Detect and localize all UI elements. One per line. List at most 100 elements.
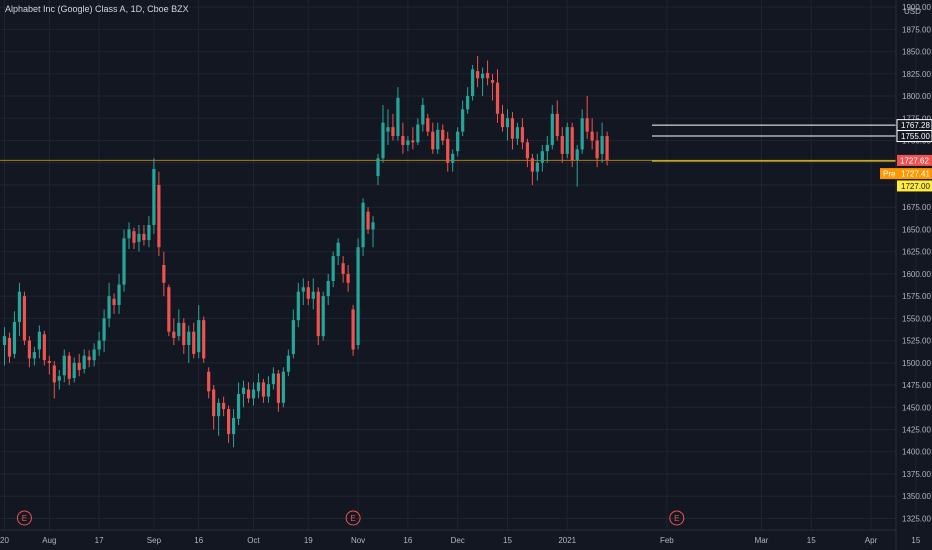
currency-label: USD [904, 7, 921, 16]
candle-body [192, 331, 196, 354]
candle [236, 382, 241, 426]
candle [366, 207, 370, 234]
x-tick-label: Oct [247, 536, 260, 545]
candle-body [296, 291, 300, 321]
candle [231, 409, 236, 448]
candle [515, 122, 520, 145]
earnings-circle [16, 510, 32, 526]
candle-body [490, 80, 495, 83]
candle-body [416, 124, 420, 143]
candle [97, 331, 101, 356]
candle [52, 361, 56, 399]
candle [122, 229, 126, 292]
x-tick-label: 16 [194, 536, 203, 545]
candle-body [217, 402, 221, 417]
candle [172, 318, 176, 346]
candle [17, 282, 22, 337]
candle-body [147, 224, 151, 241]
candle [296, 282, 300, 328]
candle [436, 122, 440, 154]
candle-body [22, 296, 27, 341]
candle-body [82, 355, 86, 370]
candle [446, 131, 450, 172]
candle [102, 309, 106, 353]
candle [456, 127, 460, 157]
candle-body [406, 140, 410, 145]
candle-body [446, 138, 450, 163]
candle-body [42, 334, 46, 361]
x-tick-label: Sep [147, 536, 162, 545]
candle-body [580, 118, 584, 150]
candle [480, 67, 485, 97]
candle-body [67, 355, 71, 379]
pre-market-tag: Pre 1727.41 [880, 168, 932, 180]
candle [386, 109, 390, 145]
earnings-marker[interactable]: E [669, 510, 685, 526]
candle-body [466, 96, 470, 110]
earnings-marker[interactable]: E [16, 510, 32, 526]
candle [117, 273, 121, 314]
y-tick-label: 1575.00 [902, 292, 931, 301]
candle-body [505, 118, 510, 128]
candle-body [431, 131, 435, 150]
candle [476, 56, 480, 88]
time-axis[interactable]: 20 Aug 17 Sep 16 Oct 19 Nov 16 Dec 15 2021 Feb Mar 15 A… [0, 536, 921, 545]
candle [222, 396, 226, 417]
candle [147, 216, 151, 248]
candle-body [500, 113, 505, 128]
candle [590, 118, 594, 150]
candle [2, 327, 7, 366]
y-tick-label: 1500.00 [902, 359, 931, 368]
earnings-label: E [674, 514, 679, 523]
candle [391, 113, 395, 141]
candle-body [480, 73, 485, 79]
candle-body [117, 284, 121, 306]
candle-body [241, 387, 246, 394]
candle [471, 64, 475, 101]
candle [530, 153, 534, 185]
candle [316, 287, 320, 346]
yellow-level-text: 1727.00 [901, 182, 930, 191]
candle [461, 100, 465, 137]
candle-body [535, 162, 539, 172]
candle [600, 122, 604, 163]
x-tick-label: 16 [403, 536, 412, 545]
candle [550, 104, 554, 150]
candle-body [122, 238, 126, 285]
candle-body [485, 72, 490, 79]
candle-body [436, 129, 440, 150]
candle-body [162, 265, 166, 283]
candle [585, 96, 589, 139]
candle [371, 216, 375, 248]
pre-market-value-text: 1727.41 [901, 170, 930, 179]
earnings-marker[interactable]: E [345, 510, 361, 526]
candle-body [172, 331, 176, 338]
y-tick-label: 1375.00 [902, 470, 931, 479]
candle [525, 138, 529, 168]
x-tick-label: Aug [42, 536, 56, 545]
candle-body [37, 331, 41, 350]
candle [575, 144, 579, 187]
candle-body [212, 389, 216, 417]
last-price-tag-bg [897, 154, 932, 166]
level-tag: 1755.00 [896, 130, 932, 143]
candle-body [152, 168, 156, 225]
candle [127, 222, 131, 249]
y-tick-label: 1800.00 [902, 92, 931, 101]
y-tick-label: 1875.00 [902, 25, 931, 34]
candle [217, 398, 221, 436]
candle-body [187, 331, 191, 346]
candle-body [411, 140, 415, 143]
candle-body [112, 298, 116, 306]
x-tick-label: Feb [660, 536, 674, 545]
candle [490, 73, 495, 101]
candle [72, 357, 76, 383]
candle [291, 309, 295, 359]
candle-body [207, 371, 211, 392]
earnings-circle [345, 510, 361, 526]
candle [381, 104, 385, 163]
candle-body [92, 349, 96, 361]
earnings-circle [669, 510, 685, 526]
candle-body [476, 71, 480, 79]
